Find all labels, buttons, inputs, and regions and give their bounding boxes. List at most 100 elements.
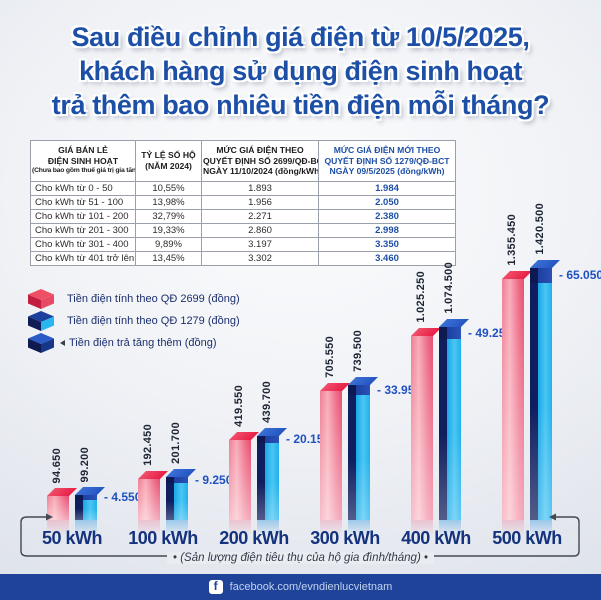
blue-cube-icon [28, 311, 54, 331]
right-arrowhead-icon [46, 513, 53, 521]
chart-legend: Tiền điện tính theo QĐ 2699 (đồng) Tiền … [26, 288, 240, 354]
x-axis-label: 50 kWh [41, 528, 103, 548]
table-header-cell-new-price: MỨC GIÁ ĐIỆN MỚI THEO QUYẾT ĐỊNH SỐ 1279… [318, 140, 456, 182]
bar-reflection [138, 520, 160, 538]
bar-top-face [530, 260, 560, 268]
bar-old-price [229, 432, 259, 538]
bar-old-price [502, 271, 532, 538]
bar-top-face [138, 471, 168, 479]
bar-top-face [411, 328, 441, 336]
bar-top-face [229, 432, 259, 440]
increase-tick: - [104, 490, 112, 504]
value-label-new: 1.074.500 [443, 262, 455, 314]
bar-old-price [411, 328, 441, 538]
value-label-new: 99.200 [79, 446, 91, 482]
title-line: Sau điều chỉnh giá điện từ 10/5/2025, [71, 22, 530, 52]
bar-new-price [166, 469, 196, 538]
value-label-old: 1.025.250 [415, 271, 427, 323]
bar-reflection [75, 520, 97, 538]
bar-new-price [257, 428, 287, 538]
header-text: TỶ LỆ SỐ HỘ [141, 150, 196, 161]
bar-reflection [439, 520, 461, 538]
bar-increase-cap [348, 385, 370, 395]
title-line: trả thêm bao nhiêu tiền điện mỗi tháng? [51, 90, 550, 120]
left-arrowhead-icon [549, 513, 556, 521]
value-label-old: 192.450 [142, 424, 154, 466]
title-line: khách hàng sử dụng điện sinh hoạt [79, 56, 522, 86]
bar-reflection [257, 520, 279, 538]
increase-label: - 9.250 [195, 473, 232, 487]
bar-new-price [75, 487, 105, 538]
bar-reflection [47, 520, 69, 538]
table-header-row: GIÁ BÁN LẺ ĐIỆN SINH HOẠT (Chưa bao gồm … [30, 140, 456, 182]
bar-new-price [530, 260, 560, 538]
bar-reflection [229, 520, 251, 538]
bar-top-face [75, 487, 105, 495]
bar-old-price [320, 383, 350, 538]
header-text: QUYẾT ĐỊNH SỐ 2699/QĐ-BCT [203, 155, 319, 166]
legend-label: Tiền điện tính theo QĐ 1279 (đồng) [67, 315, 240, 327]
bar-top-face [348, 377, 378, 385]
bar-top-face [320, 383, 350, 391]
axis-caption: (Sản lượng điện tiêu thụ của hộ gia đình… [0, 548, 601, 566]
bar-top-face [439, 319, 469, 327]
table-row: Cho kWh từ 0 - 50 10,55% 1.893 1.984 [30, 180, 456, 196]
increase-tick: - [559, 268, 567, 282]
table-row: Cho kWh từ 201 - 300 19,33% 2.860 2.998 [30, 222, 456, 238]
bar-new-price [348, 377, 378, 538]
table-row: Cho kWh từ 301 - 400 9,89% 3.197 3.350 [30, 236, 456, 252]
bar-increase-cap [439, 327, 461, 339]
increase-value: 4.550 [111, 490, 142, 504]
axis-caption-text: (Sản lượng điện tiêu thụ của hộ gia đình… [166, 552, 435, 564]
increase-value: 9.250 [202, 473, 233, 487]
x-axis-label: 300 kWh [310, 528, 380, 548]
table-cell: 3.302 [201, 250, 319, 266]
header-subtext: (Chưa bao gồm thuế giá trị gia tăng) [32, 167, 136, 174]
bar-top-face [47, 488, 77, 496]
header-text: QUYẾT ĐỊNH SỐ 1279/QĐ-BCT [324, 155, 450, 166]
table-cell: 3.460 [318, 250, 456, 266]
bar-reflection [502, 520, 524, 538]
legend-label: Tiền điện tính theo QĐ 2699 (đồng) [67, 293, 240, 305]
header-text: (NĂM 2024) [145, 160, 192, 171]
value-label-new: 739.500 [352, 330, 364, 372]
increase-tick: - [286, 432, 294, 446]
increase-value: 65.050 [566, 268, 601, 282]
bar-top-face [166, 469, 196, 477]
red-cube-icon [28, 289, 54, 309]
price-table-body: Cho kWh từ 0 - 50 10,55% 1.893 1.984 Cho kWh… [30, 180, 456, 266]
legend-item: Tiền điện trả tăng thêm (đồng) [26, 332, 240, 354]
facebook-icon: f [208, 580, 223, 594]
value-label-new: 201.700 [170, 422, 182, 464]
legend-item: Tiền điện tính theo QĐ 1279 (đồng) [26, 310, 240, 332]
bar-reflection [348, 520, 370, 538]
value-label-new: 439.700 [261, 381, 273, 423]
header-text: NGÀY 11/10/2024 (đồng/kWh) [203, 166, 319, 176]
footer-bar: f facebook.com/evndienlucvietnam [0, 574, 601, 600]
increase-label: - 65.050 [559, 268, 601, 282]
bar-reflection [530, 520, 552, 538]
header-text: ĐIỆN SINH HOẠT [47, 155, 119, 166]
bar-top-face [257, 428, 287, 436]
x-axis-label: 200 kWh [219, 528, 289, 548]
bar-old-price [138, 471, 168, 538]
bar-reflection [166, 520, 188, 538]
table-cell: 13,45% [135, 250, 202, 266]
x-axis-label: 400 kWh [401, 528, 471, 548]
value-label-old: 94.650 [51, 447, 63, 483]
bar-reflection [320, 520, 342, 538]
bar-increase-cap [530, 268, 552, 283]
increase-tick: - [468, 326, 476, 340]
price-table: GIÁ BÁN LẺ ĐIỆN SINH HOẠT (Chưa bao gồm … [30, 140, 456, 266]
x-axis-label: 500 kWh [492, 528, 562, 548]
facebook-url: facebook.com/evndienlucvietnam [229, 581, 393, 593]
value-label-new: 1.420.500 [534, 203, 546, 255]
increase-tick: - [377, 383, 385, 397]
table-row: Cho kWh từ 401 trở lên 13,45% 3.302 3.460 [30, 250, 456, 266]
header-text: MỨC GIÁ ĐIỆN THEO [216, 145, 304, 155]
header-text: MỨC GIÁ ĐIỆN MỚI THEO [333, 145, 441, 155]
header-text: GIÁ BÁN LẺ [58, 145, 108, 155]
value-label-old: 419.550 [233, 385, 245, 427]
bar-increase-cap [166, 477, 188, 483]
